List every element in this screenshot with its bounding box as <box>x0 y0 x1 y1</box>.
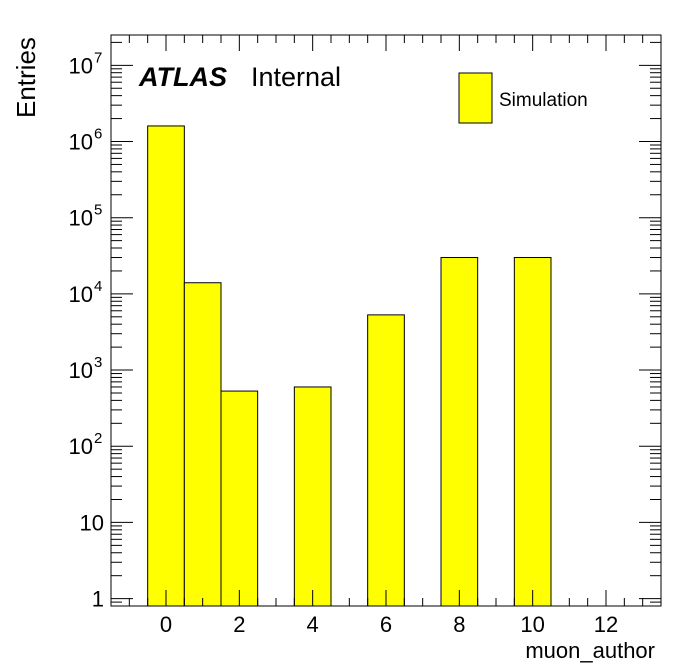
minor-ticks <box>110 35 662 607</box>
y-axis-label: Entries <box>11 37 41 118</box>
x-tick-label: 2 <box>233 612 245 637</box>
y-tick-exponent: 2 <box>94 430 102 447</box>
y-tick-exponent: 3 <box>94 354 102 371</box>
x-tick-label: 10 <box>520 612 544 637</box>
bar-bin-0 <box>147 125 185 607</box>
legend-label: Simulation <box>499 90 588 111</box>
y-tick-exponent: 4 <box>94 278 102 295</box>
atlas-label: ATLAS <box>138 62 227 92</box>
status-label: Internal <box>251 62 341 92</box>
y-tick-label: 10 <box>69 53 93 78</box>
legend: Simulation <box>458 72 588 124</box>
plot-frame <box>110 34 662 607</box>
bar-bin-4 <box>293 386 332 607</box>
bar-bin-10 <box>513 257 552 607</box>
bar-bin-6 <box>367 314 405 607</box>
x-tick-label: 4 <box>307 612 319 637</box>
x-tick-label: 0 <box>160 612 172 637</box>
x-tick-label: 12 <box>594 612 618 637</box>
legend-swatch <box>458 72 493 124</box>
y-tick-label: 10 <box>69 358 93 383</box>
major-ticks <box>111 35 661 606</box>
x-axis-label: muon_author <box>525 638 655 663</box>
y-tick-label: 1 <box>92 587 104 612</box>
histogram-bars <box>147 125 552 607</box>
y-tick-exponent: 5 <box>94 202 102 219</box>
y-tick-exponent: 6 <box>94 126 102 143</box>
bar-bin-8 <box>440 257 479 607</box>
bar-bin-1 <box>183 282 222 607</box>
y-tick-label: 10 <box>69 206 93 231</box>
y-tick-label: 10 <box>69 130 93 155</box>
x-tick-label: 6 <box>380 612 392 637</box>
y-tick-exponent: 7 <box>94 49 102 66</box>
y-tick-label: 10 <box>69 434 93 459</box>
bar-bin-2 <box>220 390 259 607</box>
y-tick-label: 10 <box>80 510 104 535</box>
x-tick-label: 8 <box>453 612 465 637</box>
y-tick-label: 10 <box>69 282 93 307</box>
x-tick-labels: 0 2 4 6 8 10 12 <box>160 612 618 637</box>
